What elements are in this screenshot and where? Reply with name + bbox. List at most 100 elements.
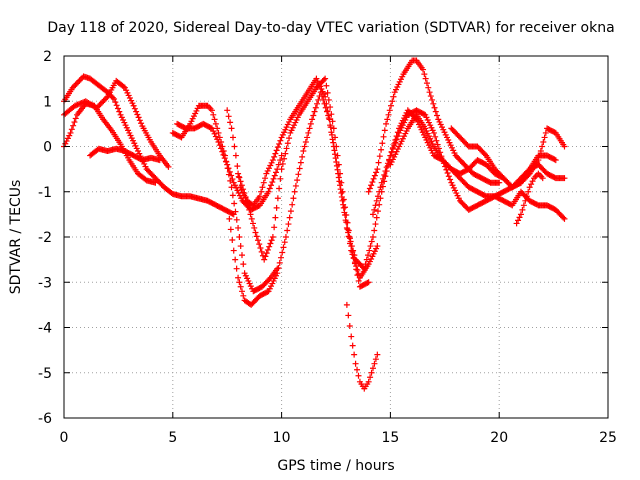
data-point-interp (346, 322, 353, 329)
y-tick-label: -2 (38, 230, 52, 246)
data-point-interp (377, 184, 384, 191)
data-point-interp (229, 176, 236, 183)
data-point-interp (249, 201, 256, 208)
data-point-interp (347, 238, 354, 245)
data-point-interp (294, 177, 301, 184)
data-point-interp (333, 143, 340, 150)
data-point (278, 166, 285, 173)
data-point-interp (393, 136, 400, 143)
data-point (215, 129, 222, 136)
data-point-interp (379, 140, 386, 147)
data-point-interp (262, 253, 269, 260)
data-point-interp (371, 227, 378, 234)
data-point (361, 265, 368, 272)
data-point (278, 152, 285, 159)
data-point-interp (238, 252, 245, 259)
data-point-interp (236, 279, 243, 286)
data-point (374, 243, 381, 250)
data-point-interp (422, 75, 429, 82)
data-point-interp (427, 93, 434, 100)
x-axis-label: GPS time / hours (277, 458, 394, 474)
data-point-interp (241, 190, 248, 197)
data-point (228, 184, 235, 191)
data-point-interp (212, 133, 219, 140)
data-point (513, 220, 520, 227)
data-point-interp (392, 139, 399, 146)
data-point-interp (100, 97, 107, 104)
data-point (152, 179, 159, 186)
data-point-interp (389, 98, 396, 105)
data-point (224, 107, 231, 114)
data-point-interp (227, 226, 234, 233)
data-point-interp (277, 137, 284, 144)
data-point (269, 234, 276, 240)
data-point-interp (324, 89, 331, 96)
data-point-interp (388, 102, 395, 109)
data-point-interp (210, 128, 217, 135)
data-point-interp (376, 153, 383, 160)
data-point-interp (229, 237, 236, 244)
data-point-interp (134, 111, 141, 118)
data-point-interp (346, 234, 353, 240)
data-point-interp (282, 150, 289, 157)
data-point-interp (365, 252, 372, 259)
data-point-interp (116, 108, 123, 115)
data-point-interp (222, 158, 229, 165)
data-point-interp (211, 130, 218, 137)
data-point (561, 143, 568, 150)
data-point-interp (210, 111, 217, 118)
data-point-interp (349, 248, 356, 255)
data-point-interp (368, 238, 375, 245)
y-tick-label: -1 (38, 185, 52, 201)
data-point-interp (301, 143, 308, 150)
data-point-interp (383, 164, 390, 171)
data-point-interp (274, 195, 281, 202)
data-point-interp (237, 283, 244, 290)
data-point-interp (373, 169, 380, 176)
data-point-interp (225, 113, 232, 120)
data-point-interp (231, 200, 238, 207)
data-point-interp (221, 155, 228, 162)
data-point-interp (434, 141, 441, 148)
data-point-interp (310, 112, 317, 119)
data-point-interp (280, 244, 287, 251)
data-point-interp (541, 134, 548, 141)
data-point-interp (528, 181, 535, 188)
data-point-interp (327, 124, 334, 131)
data-point-interp (345, 312, 352, 319)
x-tick-label: 20 (490, 430, 508, 446)
data-point-interp (211, 116, 218, 123)
data-point-interp (290, 195, 297, 202)
data-point-interp (551, 156, 558, 163)
data-point-interp (523, 193, 530, 200)
data-point-interp (372, 202, 379, 209)
y-tick-label: -6 (38, 411, 52, 427)
data-point-interp (366, 185, 373, 192)
y-tick-label: -4 (38, 321, 52, 337)
data-point-interp (266, 243, 273, 250)
data-point (265, 188, 272, 195)
data-point-interp (299, 153, 306, 160)
x-tick-label: 15 (381, 430, 399, 446)
data-point-interp (229, 192, 236, 199)
data-point-interp (120, 83, 127, 90)
data-point (552, 157, 559, 164)
data-point-interp (258, 188, 265, 195)
data-point-interp (135, 114, 142, 121)
data-point-interp (429, 96, 436, 103)
data-point-interp (307, 120, 314, 127)
data-point-interp (286, 214, 293, 221)
data-point-interp (421, 71, 428, 78)
data-point (539, 175, 546, 182)
data-point-interp (368, 182, 375, 189)
data-point-interp (325, 96, 332, 103)
data-point (369, 211, 376, 218)
data-point-interp (220, 151, 227, 158)
data-point-interp (271, 172, 278, 179)
data-point-interp (277, 157, 284, 164)
data-point-interp (234, 163, 241, 170)
data-point-interp (378, 146, 385, 153)
data-point (243, 197, 250, 204)
chart-title: Day 118 of 2020, Sidereal Day-to-day VTE… (47, 20, 614, 36)
data-point-interp (233, 216, 240, 223)
